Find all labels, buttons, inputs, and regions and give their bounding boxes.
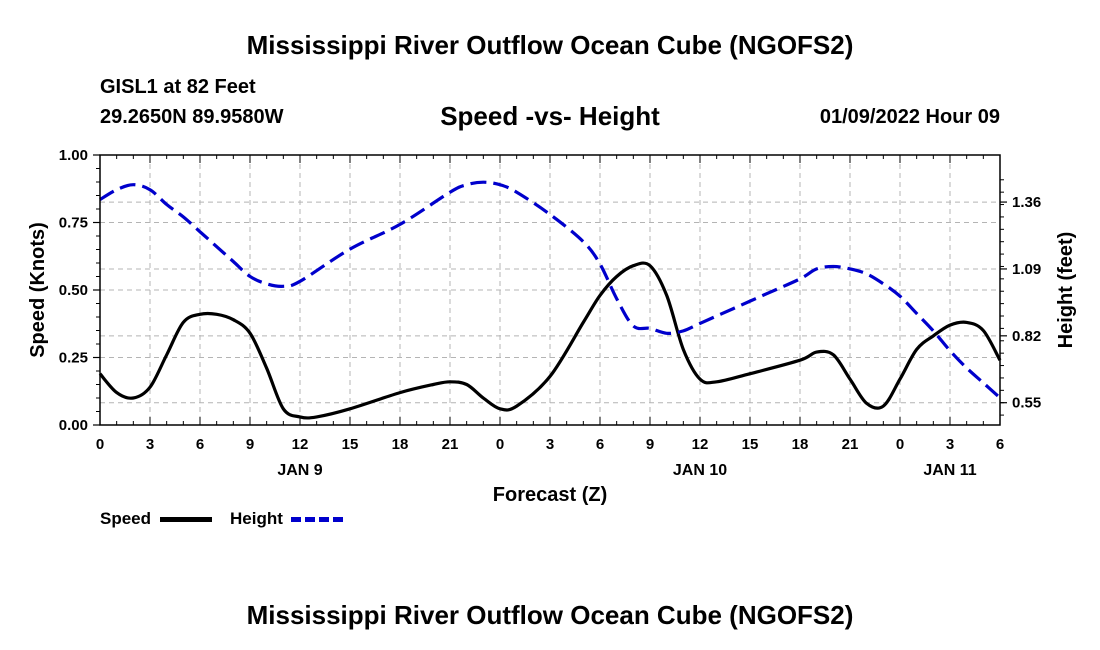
x-tick-label: 12	[692, 436, 709, 453]
x-tick-label: 15	[342, 436, 359, 453]
series-layer	[98, 180, 1002, 420]
x-tick-label: 15	[742, 436, 759, 453]
y-left-tick-label: 0.50	[59, 282, 88, 299]
x-tick-label: 6	[596, 436, 604, 453]
x-tick-label: 21	[442, 436, 459, 453]
station-label: GISL1 at 82 Feet	[100, 76, 256, 98]
y-left-tick-label: 1.00	[59, 147, 88, 164]
x-axis-label: Forecast (Z)	[493, 484, 607, 506]
y-axis-left-label: Speed (Knots)	[27, 222, 49, 358]
x-tick-label: 3	[946, 436, 954, 453]
station-coordinates: 29.2650N 89.9580W	[100, 106, 284, 128]
series-line-height	[99, 180, 1002, 399]
y-right-tick-label: 1.09	[1012, 261, 1041, 278]
series-line-speed	[98, 261, 1002, 420]
chart-title: Mississippi River Outflow Ocean Cube (NG…	[246, 30, 854, 60]
x-tick-label: 9	[246, 436, 254, 453]
x-tick-label: 6	[196, 436, 204, 453]
y-left-tick-label: 0.75	[59, 215, 88, 232]
x-tick-label: 12	[292, 436, 309, 453]
legend-speed-swatch	[160, 517, 212, 522]
legend-height-label: Height	[230, 509, 283, 528]
y-axis-right-label: Height (feet)	[1055, 232, 1077, 349]
chart-subtitle: Speed -vs- Height	[440, 101, 660, 131]
day-label: JAN 10	[673, 462, 727, 479]
y-left-tick-label: 0.00	[59, 417, 88, 434]
x-tick-label: 6	[996, 436, 1004, 453]
day-label: JAN 11	[923, 462, 976, 479]
x-tick-label: 18	[792, 436, 809, 453]
day-label: JAN 9	[277, 462, 322, 479]
x-tick-label: 9	[646, 436, 654, 453]
x-tick-label: 3	[146, 436, 154, 453]
y-right-tick-label: 0.55	[1012, 395, 1041, 412]
y-right-tick-label: 1.36	[1012, 194, 1041, 211]
forecast-datetime: 01/09/2022 Hour 09	[819, 106, 1000, 128]
footer-title: Mississippi River Outflow Ocean Cube (NG…	[246, 600, 854, 630]
x-tick-label: 21	[842, 436, 859, 453]
x-tick-label: 0	[896, 436, 904, 453]
x-tick-label: 3	[546, 436, 554, 453]
y-right-tick-label: 0.82	[1012, 328, 1041, 345]
legend-speed-label: Speed	[100, 509, 152, 528]
x-tick-label: 0	[496, 436, 504, 453]
y-left-tick-label: 0.25	[59, 350, 88, 367]
x-tick-label: 0	[96, 436, 104, 453]
grid-layer	[100, 155, 1000, 425]
legend-height-swatch	[291, 517, 343, 522]
x-tick-label: 18	[392, 436, 409, 453]
axes-layer: 0 3 6 9 12 15 18 21 0 3 6 9 12 15 18 21 0 3 6 JAN 9 JAN 10 JA…	[59, 147, 1041, 479]
